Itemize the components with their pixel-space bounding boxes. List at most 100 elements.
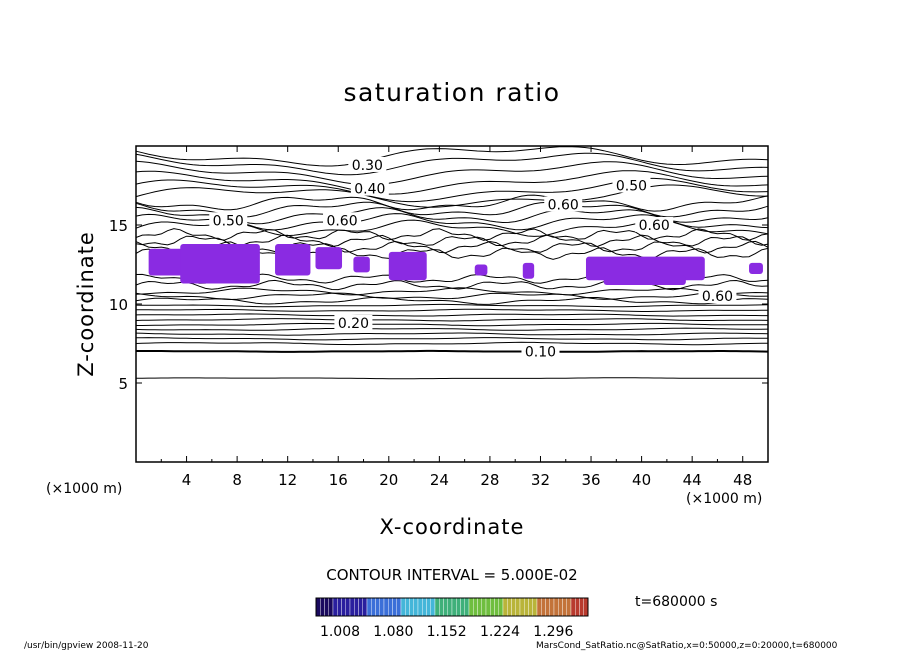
colorbar-stripe-37	[473, 597, 478, 617]
footer-left: /usr/bin/gpview 2008-11-20	[24, 641, 149, 651]
contour-line-9	[136, 308, 769, 312]
supersaturation-shading	[148, 243, 763, 286]
contour-interval-text: CONTOUR INTERVAL = 5.000E-02	[326, 566, 578, 584]
contour-line-0	[135, 377, 769, 380]
colorbar-stripe-28	[434, 597, 440, 617]
x-axis-ticks: 4 8 12 16 20 24 28 32 36 40 44 48	[160, 146, 752, 489]
colorbar-stripe-41	[490, 597, 495, 617]
shaded-region-6	[474, 264, 488, 276]
colorbar-stripe-0	[315, 597, 321, 617]
contour-labels: 0.30 0.40 0.50 0.60 0.50 0.60 0.60 0.60 0.20 0.10	[209, 156, 737, 360]
contour-label-bg-7	[698, 288, 737, 304]
contour-line-21	[135, 170, 769, 195]
colorbar-stripe-16	[383, 597, 389, 617]
colorbar-stripe-7	[345, 597, 351, 617]
contour-label-bg-9	[521, 343, 560, 359]
colorbar-stripe-54	[545, 597, 550, 617]
y-tick-label-10: 10	[109, 296, 128, 314]
shaded-region-9	[603, 275, 686, 286]
contour-line-23	[135, 152, 769, 176]
x-tick-label-28: 28	[480, 471, 499, 489]
colorbar-stripe-17	[388, 597, 393, 617]
colorbar-stripe-43	[498, 597, 504, 617]
x-axis-label: X-coordinate	[379, 515, 525, 539]
colorbar-stripe-53	[541, 597, 546, 617]
y-tick-label-15: 15	[109, 217, 128, 235]
colorbar-tick-label-1: 1.080	[373, 624, 413, 640]
contour-label-bg-1	[350, 180, 389, 196]
contour-label-7: 0.60	[702, 289, 733, 305]
contour-label-4: 0.50	[213, 213, 244, 229]
shaded-region-8	[585, 256, 705, 281]
contour-line-20	[135, 177, 769, 203]
contour-label-5: 0.60	[326, 213, 357, 229]
colorbar-stripe-50	[528, 597, 533, 617]
colorbar-stripe-12	[366, 597, 372, 617]
colorbar-stripe-44	[502, 597, 508, 617]
x-tick-label-40: 40	[632, 471, 651, 489]
chart-title: saturation ratio	[343, 78, 561, 107]
colorbar-stripe-51	[532, 597, 538, 617]
contour-label-8: 0.20	[338, 316, 369, 332]
colorbar-stripe-34	[460, 597, 465, 617]
contour-label-bg-6	[635, 217, 674, 232]
shaded-region-4	[353, 256, 370, 273]
contour-line-4	[135, 332, 769, 336]
x-tick-label-24: 24	[430, 471, 449, 489]
colorbar-stripe-45	[507, 597, 512, 617]
x-tick-label-36: 36	[581, 471, 600, 489]
contour-line-7	[135, 318, 769, 322]
colorbar-stripe-39	[481, 597, 487, 617]
colorbar: 1.008 1.080 1.152 1.224 1.296	[315, 597, 589, 640]
contour-line-29	[135, 279, 769, 291]
colorbar-stripe-49	[524, 597, 529, 617]
colorbar-stripe-15	[379, 597, 385, 617]
colorbar-stripe-47	[515, 597, 521, 617]
contour-label-3: 0.60	[548, 197, 579, 213]
colorbar-stripe-60	[570, 597, 576, 617]
colorbar-stripe-32	[451, 597, 457, 617]
x-tick-label-8: 8	[232, 471, 242, 489]
colorbar-stripe-18	[392, 597, 397, 617]
colorbar-stripe-62	[579, 597, 584, 617]
colorbar-stripe-21	[405, 597, 410, 617]
colorbar-stripe-56	[553, 597, 559, 617]
contour-label-9: 0.10	[525, 344, 556, 360]
colorbar-stripe-46	[511, 597, 516, 617]
colorbar-stripe-48	[519, 597, 525, 617]
colorbar-stripe-4	[332, 597, 338, 617]
colorbar-stripe-2	[324, 597, 329, 617]
colorbar-stripe-33	[456, 597, 461, 617]
colorbar-stripe-40	[485, 597, 491, 617]
contour-line-5	[135, 327, 769, 331]
colorbar-stripe-55	[549, 597, 555, 617]
contour-line-10	[135, 303, 769, 308]
shaded-region-2	[275, 243, 311, 276]
colorbar-stripe-59	[566, 597, 572, 617]
colorbar-stripe-9	[354, 597, 359, 617]
x-unit-label-right: (×1000 m)	[686, 491, 763, 507]
time-label: t=680000 s	[635, 594, 718, 610]
shaded-region-10	[749, 262, 763, 274]
colorbar-stripe-31	[447, 597, 453, 617]
contour-line-1	[136, 349, 769, 353]
colorbar-stripe-57	[558, 597, 563, 617]
contour-label-6: 0.60	[639, 218, 670, 234]
contour-label-bg-5	[323, 212, 362, 228]
x-tick-label-4: 4	[182, 471, 192, 489]
contour-line-18	[135, 194, 769, 212]
colorbar-stripe-29	[439, 597, 444, 617]
colorbar-stripe-61	[575, 597, 580, 617]
colorbar-stripe-26	[426, 597, 431, 617]
colorbar-tick-label-3: 1.224	[480, 624, 520, 640]
colorbar-stripe-42	[494, 597, 499, 617]
shaded-region-1	[180, 243, 260, 284]
colorbar-stripe-52	[536, 597, 542, 617]
colorbar-stripe-1	[320, 597, 325, 617]
shaded-region-3	[315, 247, 343, 270]
contour-label-2: 0.50	[616, 179, 647, 195]
contour-label-bg-4	[209, 212, 248, 228]
colorbar-stripe-3	[328, 597, 334, 617]
colorbar-stripe-22	[409, 597, 414, 617]
colorbar-frame	[315, 597, 589, 617]
